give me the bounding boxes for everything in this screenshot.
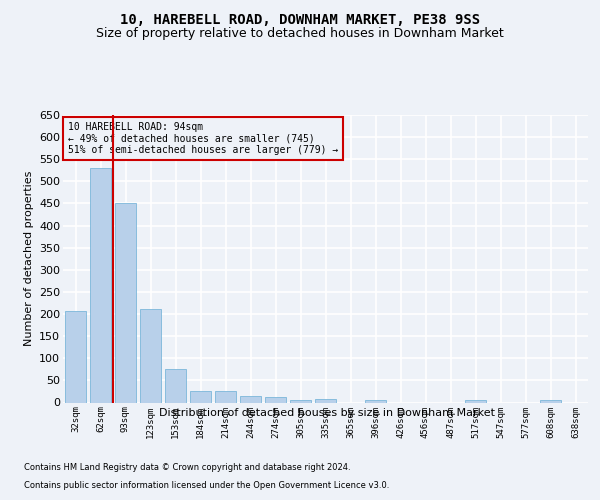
Text: Distribution of detached houses by size in Downham Market: Distribution of detached houses by size … (159, 408, 495, 418)
Bar (290, 400, 311, 402)
Bar (265, 397, 286, 402)
Bar (215, 391, 236, 402)
Bar (190, 390, 211, 402)
Text: Contains HM Land Registry data © Crown copyright and database right 2024.: Contains HM Land Registry data © Crown c… (24, 464, 350, 472)
Bar (165, 369, 186, 402)
Text: Size of property relative to detached houses in Downham Market: Size of property relative to detached ho… (96, 28, 504, 40)
Text: Contains public sector information licensed under the Open Government Licence v3: Contains public sector information licen… (24, 481, 389, 490)
Bar (540, 400, 561, 402)
Text: 10, HAREBELL ROAD, DOWNHAM MARKET, PE38 9SS: 10, HAREBELL ROAD, DOWNHAM MARKET, PE38 … (120, 12, 480, 26)
Bar (365, 400, 386, 402)
Bar (90, 168, 111, 402)
Y-axis label: Number of detached properties: Number of detached properties (23, 171, 34, 346)
Bar (240, 396, 261, 402)
Bar (315, 400, 336, 402)
Bar (65, 310, 86, 402)
Bar (465, 400, 486, 402)
Bar (140, 308, 161, 402)
Text: 10 HAREBELL ROAD: 94sqm
← 49% of detached houses are smaller (745)
51% of semi-d: 10 HAREBELL ROAD: 94sqm ← 49% of detache… (68, 122, 338, 156)
Bar (115, 202, 136, 402)
